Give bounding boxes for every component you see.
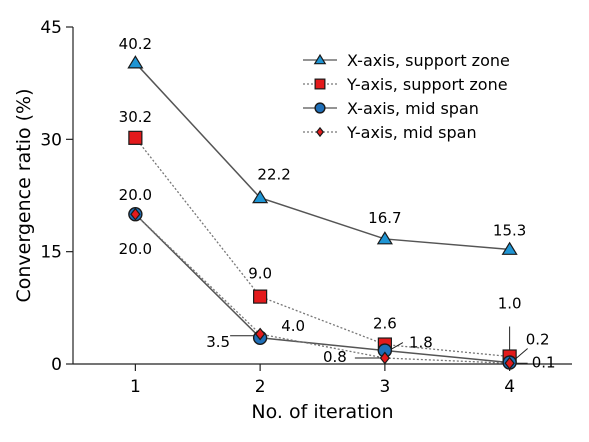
data-label-series-1: 15.3 (493, 221, 526, 239)
data-label-series-3: 3.5 (206, 333, 230, 351)
x-tick-label: 3 (379, 377, 390, 397)
x-axis-title: No. of iteration (251, 401, 393, 423)
data-label-series-4: 0.8 (323, 348, 347, 366)
data-label-series-2: 9.0 (248, 265, 272, 283)
y-axis-title: Convergence ratio (%) (13, 88, 35, 302)
data-point-series-4 (254, 327, 266, 341)
axes: 1 2 3 4 0 15 30 45 (40, 18, 572, 397)
legend-label-2: Y-axis, support zone (346, 75, 508, 94)
legend-label-1: X-axis, support zone (347, 51, 510, 70)
data-label-series-2: 30.2 (119, 108, 152, 126)
data-point-series-2 (128, 130, 143, 145)
data-point-series-4 (379, 351, 391, 365)
legend-marker-1 (313, 53, 327, 65)
data-label-series-3: 0.2 (526, 331, 550, 349)
data-labels: 40.2 22.2 16.7 15.3 30.2 9.0 2.6 1.0 20.0 3.5 1.8 0… (119, 35, 556, 371)
legend-marker-3 (314, 102, 326, 114)
data-label-series-4: 4.0 (281, 317, 305, 335)
series-line-4 (134, 213, 510, 364)
series-line-3 (134, 213, 510, 364)
data-label-series-2: 1.0 (498, 295, 522, 313)
x-tick-label: 2 (255, 377, 266, 397)
data-point-series-1 (252, 189, 269, 204)
series-line-2 (134, 137, 510, 358)
data-label-series-4: 20.0 (119, 240, 152, 258)
legend-marker-2 (314, 78, 326, 90)
legend-label-4: Y-axis, mid span (346, 123, 477, 142)
data-point-series-1 (501, 241, 518, 255)
series-markers (127, 55, 518, 370)
data-label-series-1: 16.7 (368, 209, 401, 227)
legend-label-3: X-axis, mid span (347, 99, 479, 118)
data-point-series-1 (127, 55, 144, 69)
y-tick-label: 15 (40, 243, 62, 263)
x-tick-label: 1 (130, 377, 141, 397)
data-point-series-1 (376, 231, 393, 245)
data-label-series-1: 40.2 (119, 35, 152, 53)
data-point-series-4 (504, 356, 515, 370)
data-label-series-1: 22.2 (257, 166, 290, 184)
data-label-series-2: 2.6 (373, 315, 397, 333)
series-line-1 (134, 62, 510, 251)
legend-marker-4 (315, 126, 325, 138)
data-point-series-4 (130, 207, 141, 221)
y-tick-label: 45 (40, 18, 62, 38)
y-tick-label: 30 (40, 130, 62, 150)
series-lines (134, 62, 510, 364)
legend: X-axis, support zone Y-axis, support zone… (303, 51, 510, 142)
data-label-series-4: 0.1 (532, 353, 556, 371)
data-label-series-3: 1.8 (409, 334, 433, 352)
data-point-series-2 (253, 289, 268, 304)
y-tick-label: 0 (51, 355, 62, 375)
x-tick-label: 4 (504, 377, 515, 397)
data-label-series-3: 20.0 (119, 186, 152, 204)
